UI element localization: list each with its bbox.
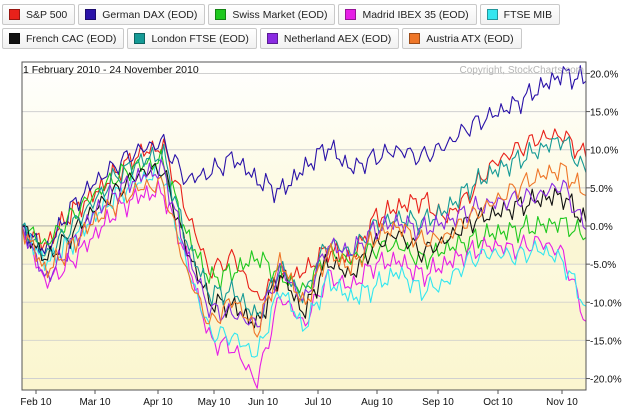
y-tick-label: 20.0% bbox=[590, 69, 618, 80]
shaded-band bbox=[22, 226, 586, 341]
legend-label: German DAX (EOD) bbox=[102, 8, 198, 21]
legend-label: S&P 500 bbox=[26, 8, 68, 21]
series-line bbox=[21, 128, 587, 301]
legend-item[interactable]: Netherland AEX (EOD) bbox=[259, 28, 400, 49]
series-line bbox=[21, 165, 587, 358]
shaded-band bbox=[22, 226, 586, 265]
legend-swatch bbox=[215, 9, 227, 20]
legend-swatch bbox=[266, 33, 278, 44]
y-tick-label: -20.0% bbox=[590, 375, 622, 386]
legend-row: S&P 500 German DAX (EOD) Swiss Market (EOD… bbox=[2, 4, 634, 25]
legend-item[interactable]: London FTSE (EOD) bbox=[127, 28, 257, 49]
x-tick-label: Jul 10 bbox=[305, 397, 332, 408]
legend-label: Austria ATX (EOD) bbox=[426, 32, 514, 45]
x-tick-label: May 10 bbox=[198, 397, 231, 408]
legend-item[interactable]: Swiss Market (EOD) bbox=[208, 4, 336, 25]
legend-label: Swiss Market (EOD) bbox=[232, 8, 328, 21]
legend-label: FTSE MIB bbox=[503, 8, 553, 21]
legend: S&P 500 German DAX (EOD) Swiss Market (EOD… bbox=[2, 4, 634, 52]
y-tick-label: -10.0% bbox=[590, 298, 622, 309]
y-axis: 20.0% 15.0% 10.0% 5.0% 0.0% -5.0% -10.0% -15.0%… bbox=[586, 69, 622, 386]
series-layer bbox=[21, 65, 587, 389]
legend-item[interactable]: FTSE MIB bbox=[479, 4, 561, 25]
x-tick-label: Nov 10 bbox=[546, 397, 578, 408]
legend-swatch bbox=[486, 9, 498, 20]
watermark: Copyright, StockCharts.com bbox=[460, 65, 585, 76]
legend-swatch bbox=[134, 33, 146, 44]
y-tick-label: 5.0% bbox=[590, 184, 613, 195]
series-line bbox=[21, 158, 587, 328]
legend-swatch bbox=[85, 9, 97, 20]
legend-swatch bbox=[409, 33, 421, 44]
legend-label: Netherland AEX (EOD) bbox=[283, 32, 392, 45]
legend-item[interactable]: S&P 500 bbox=[2, 4, 76, 25]
legend-swatch bbox=[9, 33, 20, 44]
y-tick-label: 10.0% bbox=[590, 146, 618, 157]
series-line bbox=[21, 162, 587, 329]
chart-title: 1 February 2010 - 24 November 2010 bbox=[23, 64, 199, 76]
x-tick-label: Apr 10 bbox=[143, 397, 173, 408]
y-tick-label: -5.0% bbox=[590, 260, 616, 271]
legend-item[interactable]: Madrid IBEX 35 (EOD) bbox=[338, 4, 477, 25]
x-tick-label: Sep 10 bbox=[422, 397, 454, 408]
y-tick-label: 0.0% bbox=[590, 222, 613, 233]
legend-label: French CAC (EOD) bbox=[26, 32, 117, 45]
legend-label: London FTSE (EOD) bbox=[151, 32, 249, 45]
y-tick-label: 15.0% bbox=[590, 108, 618, 119]
series-line bbox=[21, 65, 587, 255]
x-tick-label: Feb 10 bbox=[20, 397, 52, 408]
legend-swatch bbox=[9, 9, 20, 20]
x-tick-label: Mar 10 bbox=[79, 397, 111, 408]
x-tick-label: Aug 10 bbox=[361, 397, 393, 408]
y-tick-label: -15.0% bbox=[590, 336, 622, 347]
legend-item[interactable]: German DAX (EOD) bbox=[78, 4, 206, 25]
legend-item[interactable]: Austria ATX (EOD) bbox=[402, 28, 522, 49]
x-tick-label: Jun 10 bbox=[248, 397, 278, 408]
x-axis: Feb 10 Mar 10 Apr 10 May 10 Jun 10 Jul 10 Aug … bbox=[20, 390, 578, 408]
legend-row: French CAC (EOD) London FTSE (EOD) Netherl… bbox=[2, 28, 634, 49]
legend-swatch bbox=[345, 9, 357, 20]
x-tick-label: Oct 10 bbox=[483, 397, 513, 408]
series-line bbox=[21, 162, 587, 338]
legend-item[interactable]: French CAC (EOD) bbox=[2, 28, 125, 49]
legend-label: Madrid IBEX 35 (EOD) bbox=[362, 8, 469, 21]
